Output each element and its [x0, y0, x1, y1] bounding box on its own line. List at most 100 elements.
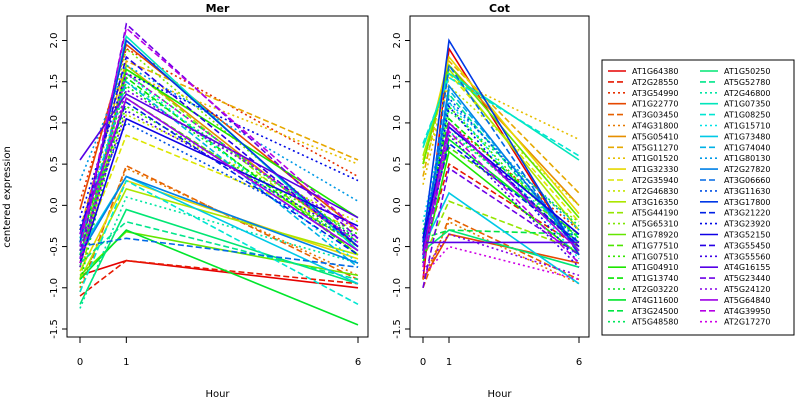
legend-label: AT3G11630	[724, 187, 770, 196]
series-line	[422, 76, 580, 157]
legend-label: AT3G17800	[724, 198, 770, 207]
series-line	[79, 117, 359, 264]
series-line	[79, 88, 359, 268]
series-line	[79, 237, 359, 268]
legend-label: AT3G03450	[632, 111, 678, 120]
legend-label: AT5G65310	[632, 220, 678, 229]
series-line	[422, 96, 580, 243]
series-line	[422, 216, 580, 289]
series-line	[79, 96, 359, 252]
legend-label: AT1G13740	[632, 274, 678, 283]
legend-label: AT1G08250	[724, 111, 770, 120]
y-tick-label: 1.5	[392, 74, 403, 90]
series-line	[422, 63, 580, 260]
legend-label: AT3G24500	[632, 307, 678, 316]
y-tick-label: -0.5	[392, 237, 403, 257]
y-tick-label: -1.5	[392, 319, 403, 339]
legend-label: AT3G55450	[724, 241, 770, 250]
legend-label: AT1G07510	[632, 252, 678, 261]
y-tick-label: 0.0	[49, 197, 60, 213]
series-line	[79, 113, 359, 239]
x-tick-label: 6	[576, 357, 582, 368]
x-axis-label: Hour	[487, 389, 512, 400]
y-tick-label: 2.0	[392, 33, 403, 49]
series-line	[422, 150, 580, 264]
panel-mer: Mer -1.5 -1.0 -0.5 0.0 0.5 1.0 1.5 2.0 0 1 6 Hour	[49, 2, 369, 400]
series-line	[422, 229, 580, 268]
legend-label: AT1G32330	[632, 165, 678, 174]
series-line	[422, 129, 580, 268]
y-tick-label: 2.0	[49, 33, 60, 49]
x-axis-label: Hour	[205, 389, 230, 400]
legend-label: AT5G11270	[632, 143, 678, 152]
legend-label: AT2G46800	[724, 89, 770, 98]
y-tick-label: -0.5	[49, 237, 60, 257]
legend-label: AT2G03220	[632, 285, 678, 294]
legend-label: AT1G73480	[724, 132, 770, 141]
series-line	[79, 220, 359, 281]
y-tick-label: 1.5	[49, 74, 60, 90]
legend-label: AT3G52150	[724, 231, 770, 240]
legend-label: AT1G50250	[724, 67, 770, 76]
legend-label: AT1G78920	[632, 231, 678, 240]
series-line	[79, 22, 359, 260]
plot-frame	[66, 15, 369, 338]
series-line	[79, 55, 359, 248]
legend-label: AT4G16155	[724, 263, 770, 272]
legend-label: AT3G06660	[724, 176, 770, 185]
legend-label: AT1G80130	[724, 154, 770, 163]
series-line	[422, 245, 580, 281]
legend-label: AT5G05410	[632, 132, 678, 141]
panel-title: Cot	[489, 2, 510, 15]
legend-label: AT3G55560	[724, 252, 770, 261]
series-line	[79, 93, 359, 219]
series-line	[79, 84, 359, 284]
legend-label: AT4G31800	[632, 122, 678, 131]
y-tick-label: 1.0	[49, 115, 60, 131]
series-line	[79, 72, 359, 264]
y-tick-label: 0.5	[392, 156, 403, 172]
series-line	[79, 259, 359, 297]
series-line	[79, 134, 359, 256]
series-line	[79, 229, 359, 326]
x-tick-label: 1	[123, 357, 129, 368]
y-tick-label: -1.5	[49, 319, 60, 339]
panel-title: Mer	[206, 2, 230, 15]
legend-label: AT5G48580	[632, 318, 678, 327]
y-tick-label: -1.0	[49, 278, 60, 298]
series-line	[79, 105, 359, 243]
legend-label: AT1G04910	[632, 263, 678, 272]
legend-label: AT1G22770	[632, 100, 678, 109]
legend-label: AT1G64380	[632, 67, 678, 76]
x-tick-label: 0	[420, 357, 426, 368]
legend-label: AT5G44190	[632, 209, 678, 218]
legend: AT1G64380 AT2G28550 AT3G54990 AT1G22770 AT3G…	[601, 59, 795, 336]
series-line	[422, 100, 580, 235]
legend-label: AT4G11600	[632, 296, 678, 305]
series-line	[79, 179, 359, 306]
series-line	[422, 220, 580, 285]
legend-label: AT1G07350	[724, 100, 770, 109]
series-line	[422, 166, 580, 288]
legend-label: AT2G35940	[632, 176, 678, 185]
legend-label: AT3G23920	[724, 220, 770, 229]
legend-label: AT5G24120	[724, 285, 770, 294]
legend-box	[601, 59, 795, 336]
series-line	[79, 26, 359, 247]
series-line	[422, 233, 580, 277]
series-line	[422, 200, 580, 260]
series-line	[422, 63, 580, 219]
series-line	[79, 121, 359, 244]
x-tick-label: 6	[355, 357, 361, 368]
series-line	[422, 59, 580, 194]
legend-label: AT1G01520	[632, 154, 678, 163]
y-tick-label: 0.5	[49, 156, 60, 172]
panel-cot: Cot -1.5 -1.0 -0.5 0.0 0.5 1.0 1.5 2.0 0 1 6 Hour	[392, 2, 590, 400]
series-line	[422, 109, 580, 231]
series-line	[422, 121, 580, 255]
y-axis-label: centered expression	[2, 146, 13, 248]
y-tick-label: 0.0	[392, 197, 403, 213]
legend-label: AT5G23440	[724, 274, 770, 283]
y-tick-label: -1.0	[392, 278, 403, 298]
series-line	[422, 38, 580, 256]
